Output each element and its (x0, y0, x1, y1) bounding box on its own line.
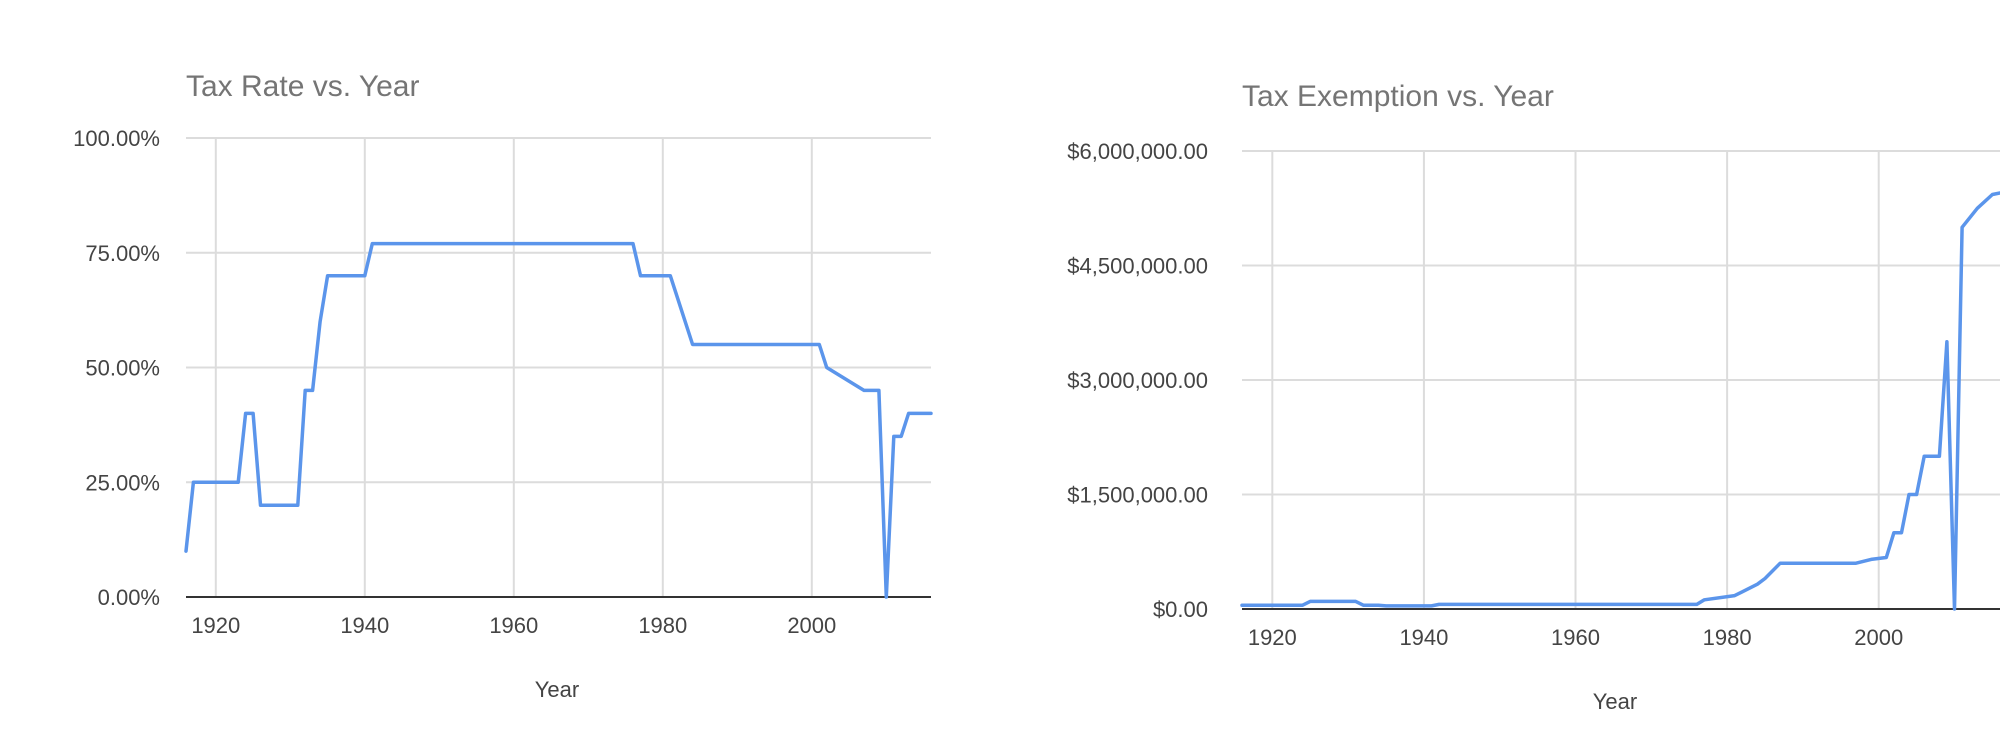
x-tick-label: 2000 (787, 613, 836, 638)
x-axis-label: Year (535, 677, 579, 702)
y-tick-label: 100.00% (73, 126, 160, 151)
x-tick-label: 1940 (340, 613, 389, 638)
y-tick-label: 75.00% (85, 241, 160, 266)
y-tick-label: $4,500,000.00 (1067, 254, 1208, 279)
y-axis-tick-labels: 0.00% 25.00% 50.00% 75.00% 100.00% (73, 126, 160, 610)
x-tick-label: 1960 (489, 613, 538, 638)
series-layer (1240, 191, 2000, 611)
series-layer (184, 241, 933, 599)
x-tick-label: 1980 (638, 613, 687, 638)
y-tick-label: 50.00% (85, 356, 160, 381)
y-tick-label: 0.00% (98, 585, 160, 610)
x-tick-label: 1960 (1551, 625, 1600, 650)
y-tick-label: 25.00% (85, 470, 160, 495)
y-tick-label: $1,500,000.00 (1067, 483, 1208, 508)
x-axis-tick-labels: 1920 1940 1960 1980 2000 (191, 613, 836, 638)
y-tick-label: $3,000,000.00 (1067, 368, 1208, 393)
tax-exemption-chart: Tax Exemption vs. Year $0.00 $1,500,000.0… (1067, 80, 2000, 714)
series-line (184, 241, 933, 599)
x-tick-label: 1920 (191, 613, 240, 638)
x-axis-label: Year (1593, 689, 1637, 714)
y-tick-label: $6,000,000.00 (1067, 139, 1208, 164)
x-tick-label: 2000 (1854, 625, 1903, 650)
series-line (1240, 191, 2000, 611)
x-tick-label: 1940 (1399, 625, 1448, 650)
chart-title: Tax Exemption vs. Year (1242, 80, 1554, 113)
gridlines (186, 137, 931, 597)
y-tick-label: $0.00 (1153, 597, 1208, 622)
gridlines (1242, 150, 2000, 609)
x-axis-tick-labels: 1920 1940 1960 1980 2000 (1248, 625, 1903, 650)
x-tick-label: 1920 (1248, 625, 1297, 650)
y-axis-tick-labels: $0.00 $1,500,000.00 $3,000,000.00 $4,500,00… (1067, 139, 1208, 622)
chart-title: Tax Rate vs. Year (186, 70, 419, 103)
tax-rate-chart: Tax Rate vs. Year 0.00% 25.00% 50.00% 75.00… (73, 70, 933, 702)
x-tick-label: 1980 (1703, 625, 1752, 650)
